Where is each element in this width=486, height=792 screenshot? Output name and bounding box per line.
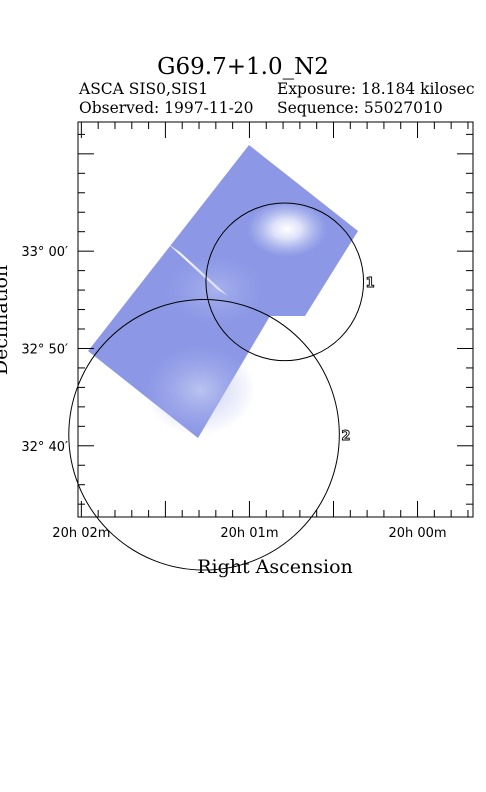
region-label: 1 bbox=[366, 276, 375, 291]
x-tick-label: 20h 00m bbox=[388, 526, 446, 541]
region-circle bbox=[68, 299, 340, 571]
instrument-text: ASCA SIS0,SIS1 bbox=[79, 80, 209, 98]
x-tick-label: 20h 02m bbox=[52, 526, 110, 541]
page-title: G69.7+1.0_N2 bbox=[157, 54, 329, 80]
diffuse-emission bbox=[165, 255, 265, 325]
x-axis-label: Right Ascension bbox=[197, 556, 353, 578]
regions: 12 bbox=[68, 202, 375, 571]
observed-text: Observed: 1997-11-20 bbox=[79, 99, 254, 117]
bright-source bbox=[247, 201, 327, 257]
region-circle bbox=[205, 202, 365, 362]
diffuse-emission bbox=[145, 345, 255, 435]
plot-frame bbox=[77, 121, 474, 518]
y-tick-label: 33° 00′ bbox=[21, 245, 68, 260]
y-tick-label: 32° 50′ bbox=[21, 342, 68, 357]
axis-ticks bbox=[78, 122, 473, 517]
sequence-text: Sequence: 55027010 bbox=[277, 99, 443, 117]
y-tick-label: 32° 40′ bbox=[21, 440, 68, 455]
x-tick-label: 20h 01m bbox=[220, 526, 278, 541]
region-label: 2 bbox=[341, 429, 350, 444]
y-axis-label: Declination bbox=[0, 265, 12, 375]
exposure-text: Exposure: 18.184 kilosec bbox=[277, 80, 475, 98]
